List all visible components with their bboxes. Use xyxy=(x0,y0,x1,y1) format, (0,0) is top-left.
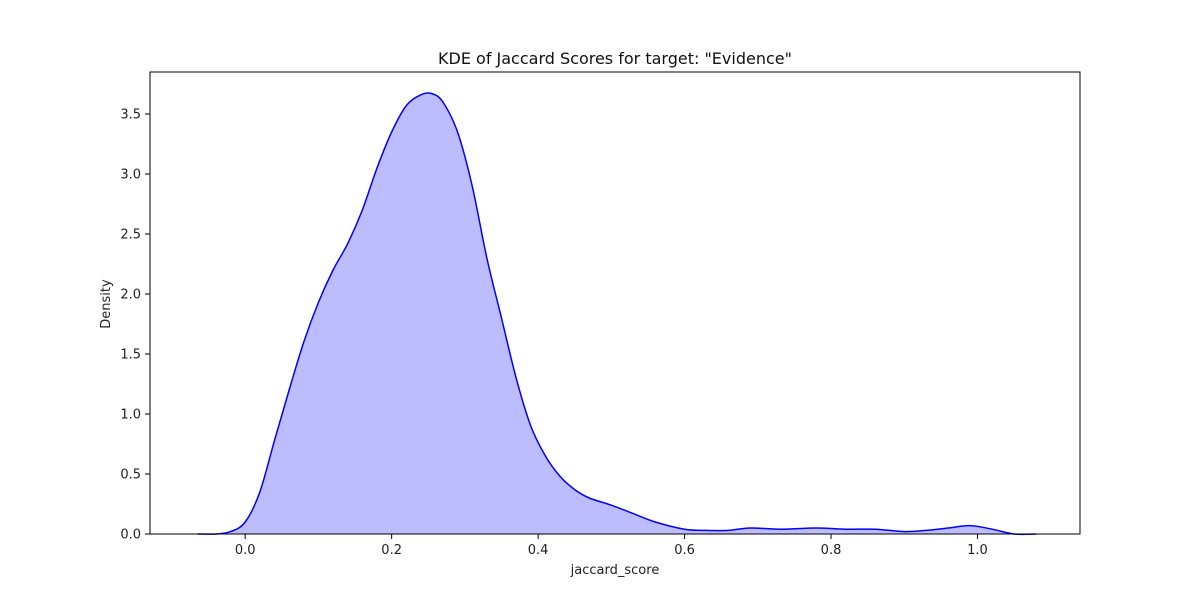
y-tick-label: 2.0 xyxy=(120,288,141,303)
y-tick-label: 2.5 xyxy=(120,228,141,243)
x-tick-label: 0.0 xyxy=(235,543,256,558)
x-tick-label: 1.0 xyxy=(967,543,988,558)
kde-area-fill xyxy=(197,92,1037,535)
x-tick-label: 0.8 xyxy=(821,543,842,558)
x-tick-label: 0.4 xyxy=(528,543,549,558)
y-tick-label: 0.5 xyxy=(120,468,141,483)
y-tick-label: 1.0 xyxy=(120,408,141,423)
y-tick-label: 3.0 xyxy=(120,168,141,183)
x-tick-label: 0.2 xyxy=(381,543,402,558)
y-tick-label: 1.5 xyxy=(120,348,141,363)
y-axis-label: Density xyxy=(99,279,114,329)
x-axis: 0.0 0.2 0.4 0.6 0.8 1.0 xyxy=(235,534,988,558)
chart-title: KDE of Jaccard Scores for target: "Evide… xyxy=(438,49,792,68)
plot-area xyxy=(149,71,1081,536)
x-tick-label: 0.6 xyxy=(674,543,695,558)
y-tick-label: 3.5 xyxy=(120,108,141,123)
y-axis: 0.0 0.5 1.0 1.5 2.0 2.5 3.0 3.5 xyxy=(120,108,150,543)
y-tick-label: 0.0 xyxy=(120,528,141,543)
kde-line xyxy=(197,92,1037,536)
x-axis-label: jaccard_score xyxy=(570,563,660,578)
plot-frame xyxy=(149,71,1081,535)
